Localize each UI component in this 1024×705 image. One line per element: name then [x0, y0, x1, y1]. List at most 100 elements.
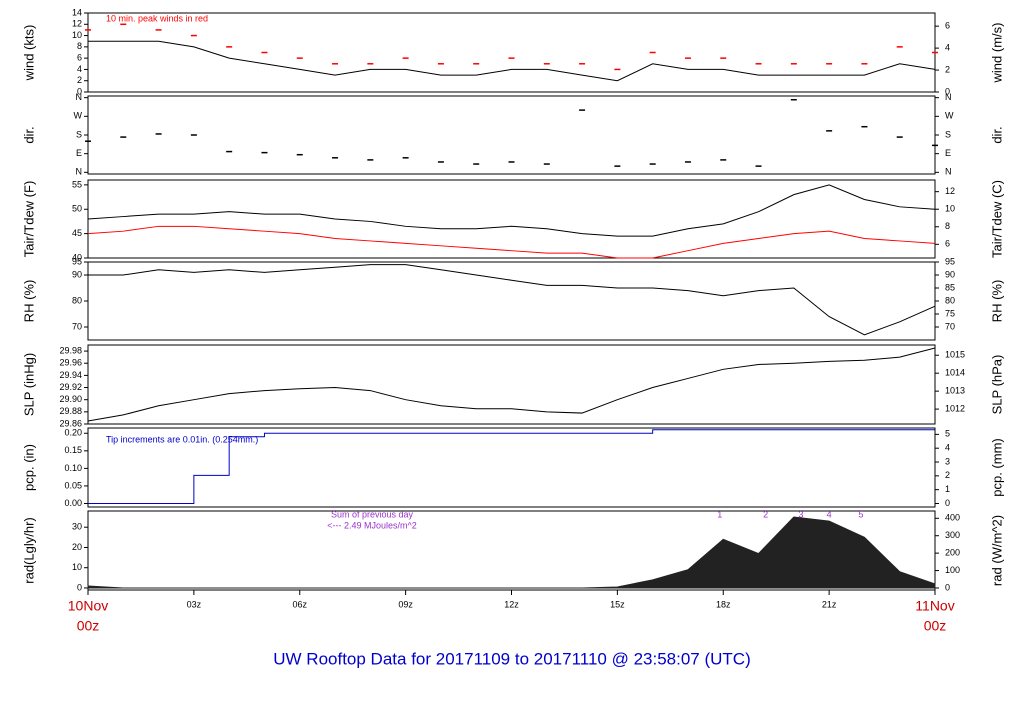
- radiation-area: [87, 516, 936, 589]
- annotation: <--- 2.49 MJoules/m^2: [327, 520, 417, 530]
- y2-axis-label: Tair/Tdew (C): [989, 180, 1004, 258]
- y2-tick-label: 75: [945, 308, 955, 318]
- marker-label: 2: [763, 509, 768, 519]
- y2-tick-label: 1: [945, 484, 950, 494]
- y2-axis-label: dir.: [989, 126, 1004, 143]
- y-tick-label: 29.88: [59, 406, 82, 416]
- y2-tick-label: 1014: [945, 368, 965, 378]
- y-tick-label: 0.05: [64, 480, 82, 490]
- y2-tick-label: 2: [945, 64, 950, 74]
- panel-frame: [87, 12, 936, 93]
- panel-frame: [87, 261, 936, 341]
- y-axis-label: SLP (inHg): [21, 353, 36, 416]
- y2-tick-label: 12: [945, 186, 955, 196]
- x-tick-label: 00z: [924, 618, 947, 634]
- panel-frame: [87, 179, 936, 259]
- y2-tick-label: N: [945, 167, 952, 177]
- y-tick-label: 0.20: [64, 428, 82, 438]
- y2-tick-label: 1012: [945, 403, 965, 413]
- y-axis-label: RH (%): [21, 280, 36, 323]
- y2-tick-label: 8: [945, 221, 950, 231]
- marker-label: 4: [827, 509, 832, 519]
- y-tick-label: 0.10: [64, 463, 82, 473]
- y-tick-label: 8: [77, 41, 82, 51]
- y-tick-label: 29.92: [59, 382, 82, 392]
- y2-tick-label: 1013: [945, 386, 965, 396]
- y-tick-label: 29.86: [59, 418, 82, 428]
- series-line: [88, 429, 935, 504]
- y-tick-label: 29.98: [59, 345, 82, 355]
- y-tick-label: 29.90: [59, 394, 82, 404]
- y2-tick-label: 3: [945, 456, 950, 466]
- marker-label: 1: [717, 509, 722, 519]
- annotation: 10 min. peak winds in red: [106, 13, 208, 23]
- y-tick-label: 0.15: [64, 445, 82, 455]
- y2-tick-label: 5: [945, 429, 950, 439]
- x-tick-label: 15z: [610, 599, 625, 609]
- y-tick-label: 30: [72, 522, 82, 532]
- x-tick-label: 21z: [822, 599, 837, 609]
- y-tick-label: W: [74, 111, 83, 121]
- y2-tick-label: 80: [945, 295, 955, 305]
- y-tick-label: 0: [77, 582, 82, 592]
- y-tick-label: 40: [72, 252, 82, 262]
- y-tick-label: 0: [77, 86, 82, 96]
- y-tick-label: E: [76, 148, 82, 158]
- y2-axis-label: rad (W/m^2): [989, 515, 1004, 586]
- y-tick-label: 20: [72, 542, 82, 552]
- y-tick-label: 80: [72, 295, 82, 305]
- y2-tick-label: 6: [945, 239, 950, 249]
- y2-axis-label: SLP (hPa): [989, 355, 1004, 415]
- y2-tick-label: 0: [945, 498, 950, 508]
- y2-tick-label: E: [945, 148, 951, 158]
- y-tick-label: N: [76, 167, 83, 177]
- annotation: Tip increments are 0.01in. (0.254mm.): [106, 434, 258, 444]
- y-tick-label: N: [76, 92, 83, 102]
- y-tick-label: 55: [72, 179, 82, 189]
- y2-tick-label: 2: [945, 470, 950, 480]
- y-tick-label: 2: [77, 75, 82, 85]
- y-tick-label: 45: [72, 228, 82, 238]
- y2-axis-label: wind (m/s): [989, 23, 1004, 84]
- y-axis-label: Tair/Tdew (F): [21, 181, 36, 258]
- marker-label: 3: [798, 509, 803, 519]
- y2-tick-label: 0: [945, 582, 950, 592]
- y2-tick-label: 4: [945, 42, 950, 52]
- y2-axis-label: RH (%): [989, 280, 1004, 323]
- series-line: [87, 184, 936, 237]
- y2-tick-label: 4: [945, 443, 950, 453]
- y-tick-label: 29.94: [59, 370, 82, 380]
- series-line: [87, 225, 936, 259]
- page-title: UW Rooftop Data for 20171109 to 20171110…: [273, 649, 750, 668]
- y2-tick-label: 400: [945, 513, 960, 523]
- y2-tick-label: 70: [945, 321, 955, 331]
- x-tick-label: 12z: [504, 599, 519, 609]
- annotation: Sum of previous day: [331, 509, 414, 519]
- y-tick-label: 95: [72, 256, 82, 266]
- x-tick-label: 03z: [187, 599, 202, 609]
- y2-tick-label: S: [945, 129, 951, 139]
- y-tick-label: 29.96: [59, 358, 82, 368]
- x-tick-label: 00z: [77, 618, 100, 634]
- y-tick-label: 90: [72, 269, 82, 279]
- marker-label: 5: [858, 509, 863, 519]
- series-line: [87, 347, 936, 422]
- y2-tick-label: N: [945, 92, 952, 102]
- y2-tick-label: 85: [945, 282, 955, 292]
- y-tick-label: 12: [72, 19, 82, 29]
- y2-axis-label: pcp. (mm): [989, 438, 1004, 497]
- y-axis-label: rad(Lgly/hr): [21, 517, 36, 583]
- y-tick-label: 10: [72, 30, 82, 40]
- y-tick-label: 0.00: [64, 498, 82, 508]
- series-line: [88, 264, 936, 336]
- y-tick-label: 4: [77, 64, 82, 74]
- y-tick-label: 10: [72, 562, 82, 572]
- y2-tick-label: 100: [945, 565, 960, 575]
- y2-tick-label: 200: [945, 548, 960, 558]
- x-date-label: 10Nov: [68, 598, 108, 614]
- y2-tick-label: 300: [945, 530, 960, 540]
- y-tick-label: 70: [72, 321, 82, 331]
- y-axis-label: dir.: [21, 126, 36, 143]
- x-tick-label: 18z: [716, 599, 731, 609]
- series-line: [88, 40, 936, 82]
